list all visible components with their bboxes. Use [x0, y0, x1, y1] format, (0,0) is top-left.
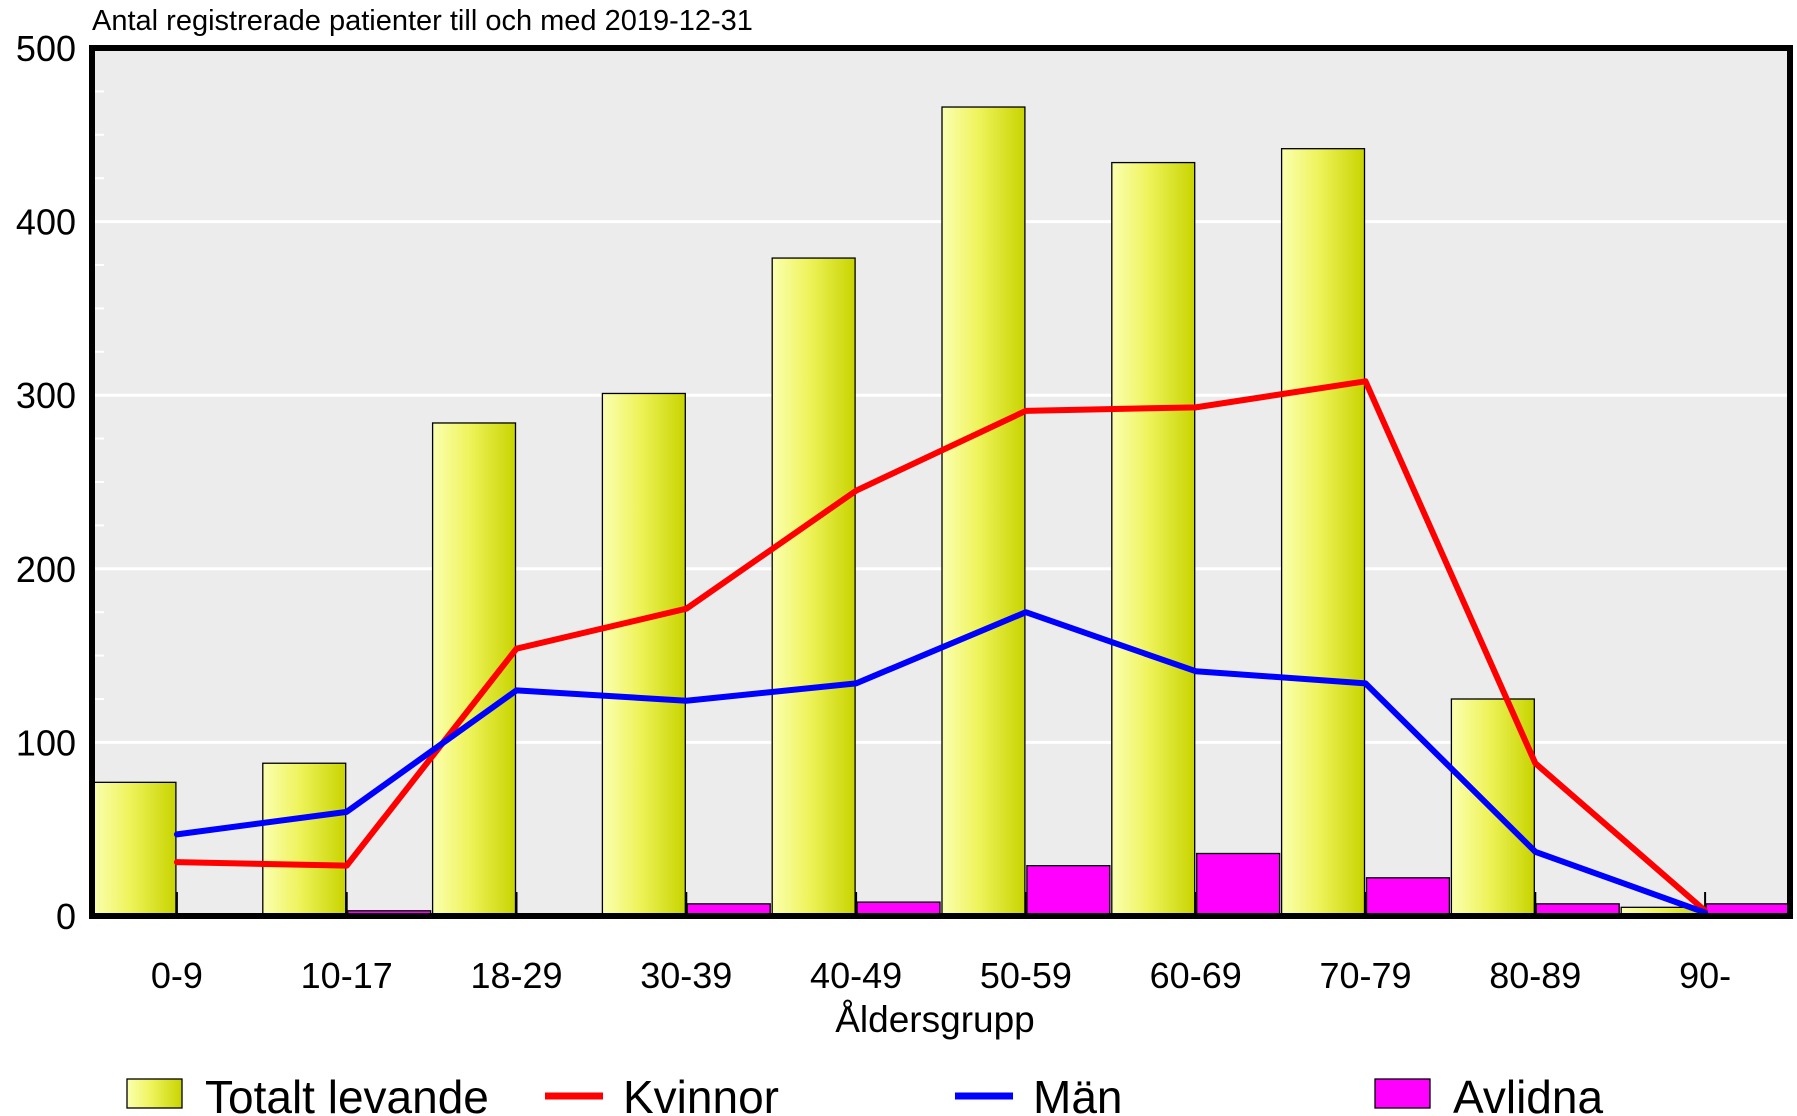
series-line: [173, 378, 1709, 914]
bar: [941, 106, 1026, 917]
y-tick-label: 0: [56, 896, 76, 937]
x-tick-label: 70-79: [1319, 955, 1411, 996]
y-tick-label: 300: [16, 375, 76, 416]
x-axis-title: Åldersgrupp: [835, 999, 1035, 1040]
bar: [1280, 148, 1366, 917]
bar: [262, 762, 347, 917]
x-tick-label: 60-69: [1150, 955, 1242, 996]
plot-area: [92, 48, 1790, 916]
x-tick-label: 0-9: [151, 955, 203, 996]
x-tick-label: 80-89: [1489, 955, 1581, 996]
x-axis-labels: 0-9 10-17 18-29 30-39 40-49 50-59 60-69 70-79 80…: [151, 955, 1731, 996]
y-tick-label: 400: [16, 202, 76, 243]
x-tick-label: 10-17: [301, 955, 393, 996]
x-tick-label: 40-49: [810, 955, 902, 996]
legend-label: Män: [1033, 1071, 1122, 1116]
y-axis-ticks: 0 100 200 300 400 500: [16, 28, 76, 937]
chart-title: Antal registrerade patienter till och me…: [92, 5, 753, 37]
legend-label: Avlidna: [1453, 1071, 1603, 1116]
y-tick-label: 500: [16, 28, 76, 69]
legend-label: Totalt levande: [205, 1071, 489, 1116]
y-tick-label: 100: [16, 722, 76, 763]
x-tick-label: 18-29: [470, 955, 562, 996]
bar: [1196, 852, 1281, 917]
legend-swatch: [126, 1078, 183, 1109]
plot-frame: [89, 45, 1793, 919]
legend-swatch: [1374, 1078, 1431, 1109]
x-tick-label: 50-59: [980, 955, 1072, 996]
bar: [92, 781, 177, 917]
bar: [1026, 865, 1111, 917]
legend: Totalt levande Kvinnor Män Avlidna: [126, 1071, 1603, 1116]
bar: [771, 257, 856, 917]
lines-group: [173, 378, 1709, 916]
bar: [601, 392, 686, 917]
x-tick-label: 30-39: [640, 955, 732, 996]
bar: [1365, 877, 1451, 917]
series-line: [173, 609, 1709, 916]
y-tick-label: 200: [16, 549, 76, 590]
x-tick-label: 90-: [1679, 955, 1731, 996]
legend-label: Kvinnor: [623, 1071, 779, 1116]
bar: [1111, 161, 1196, 917]
